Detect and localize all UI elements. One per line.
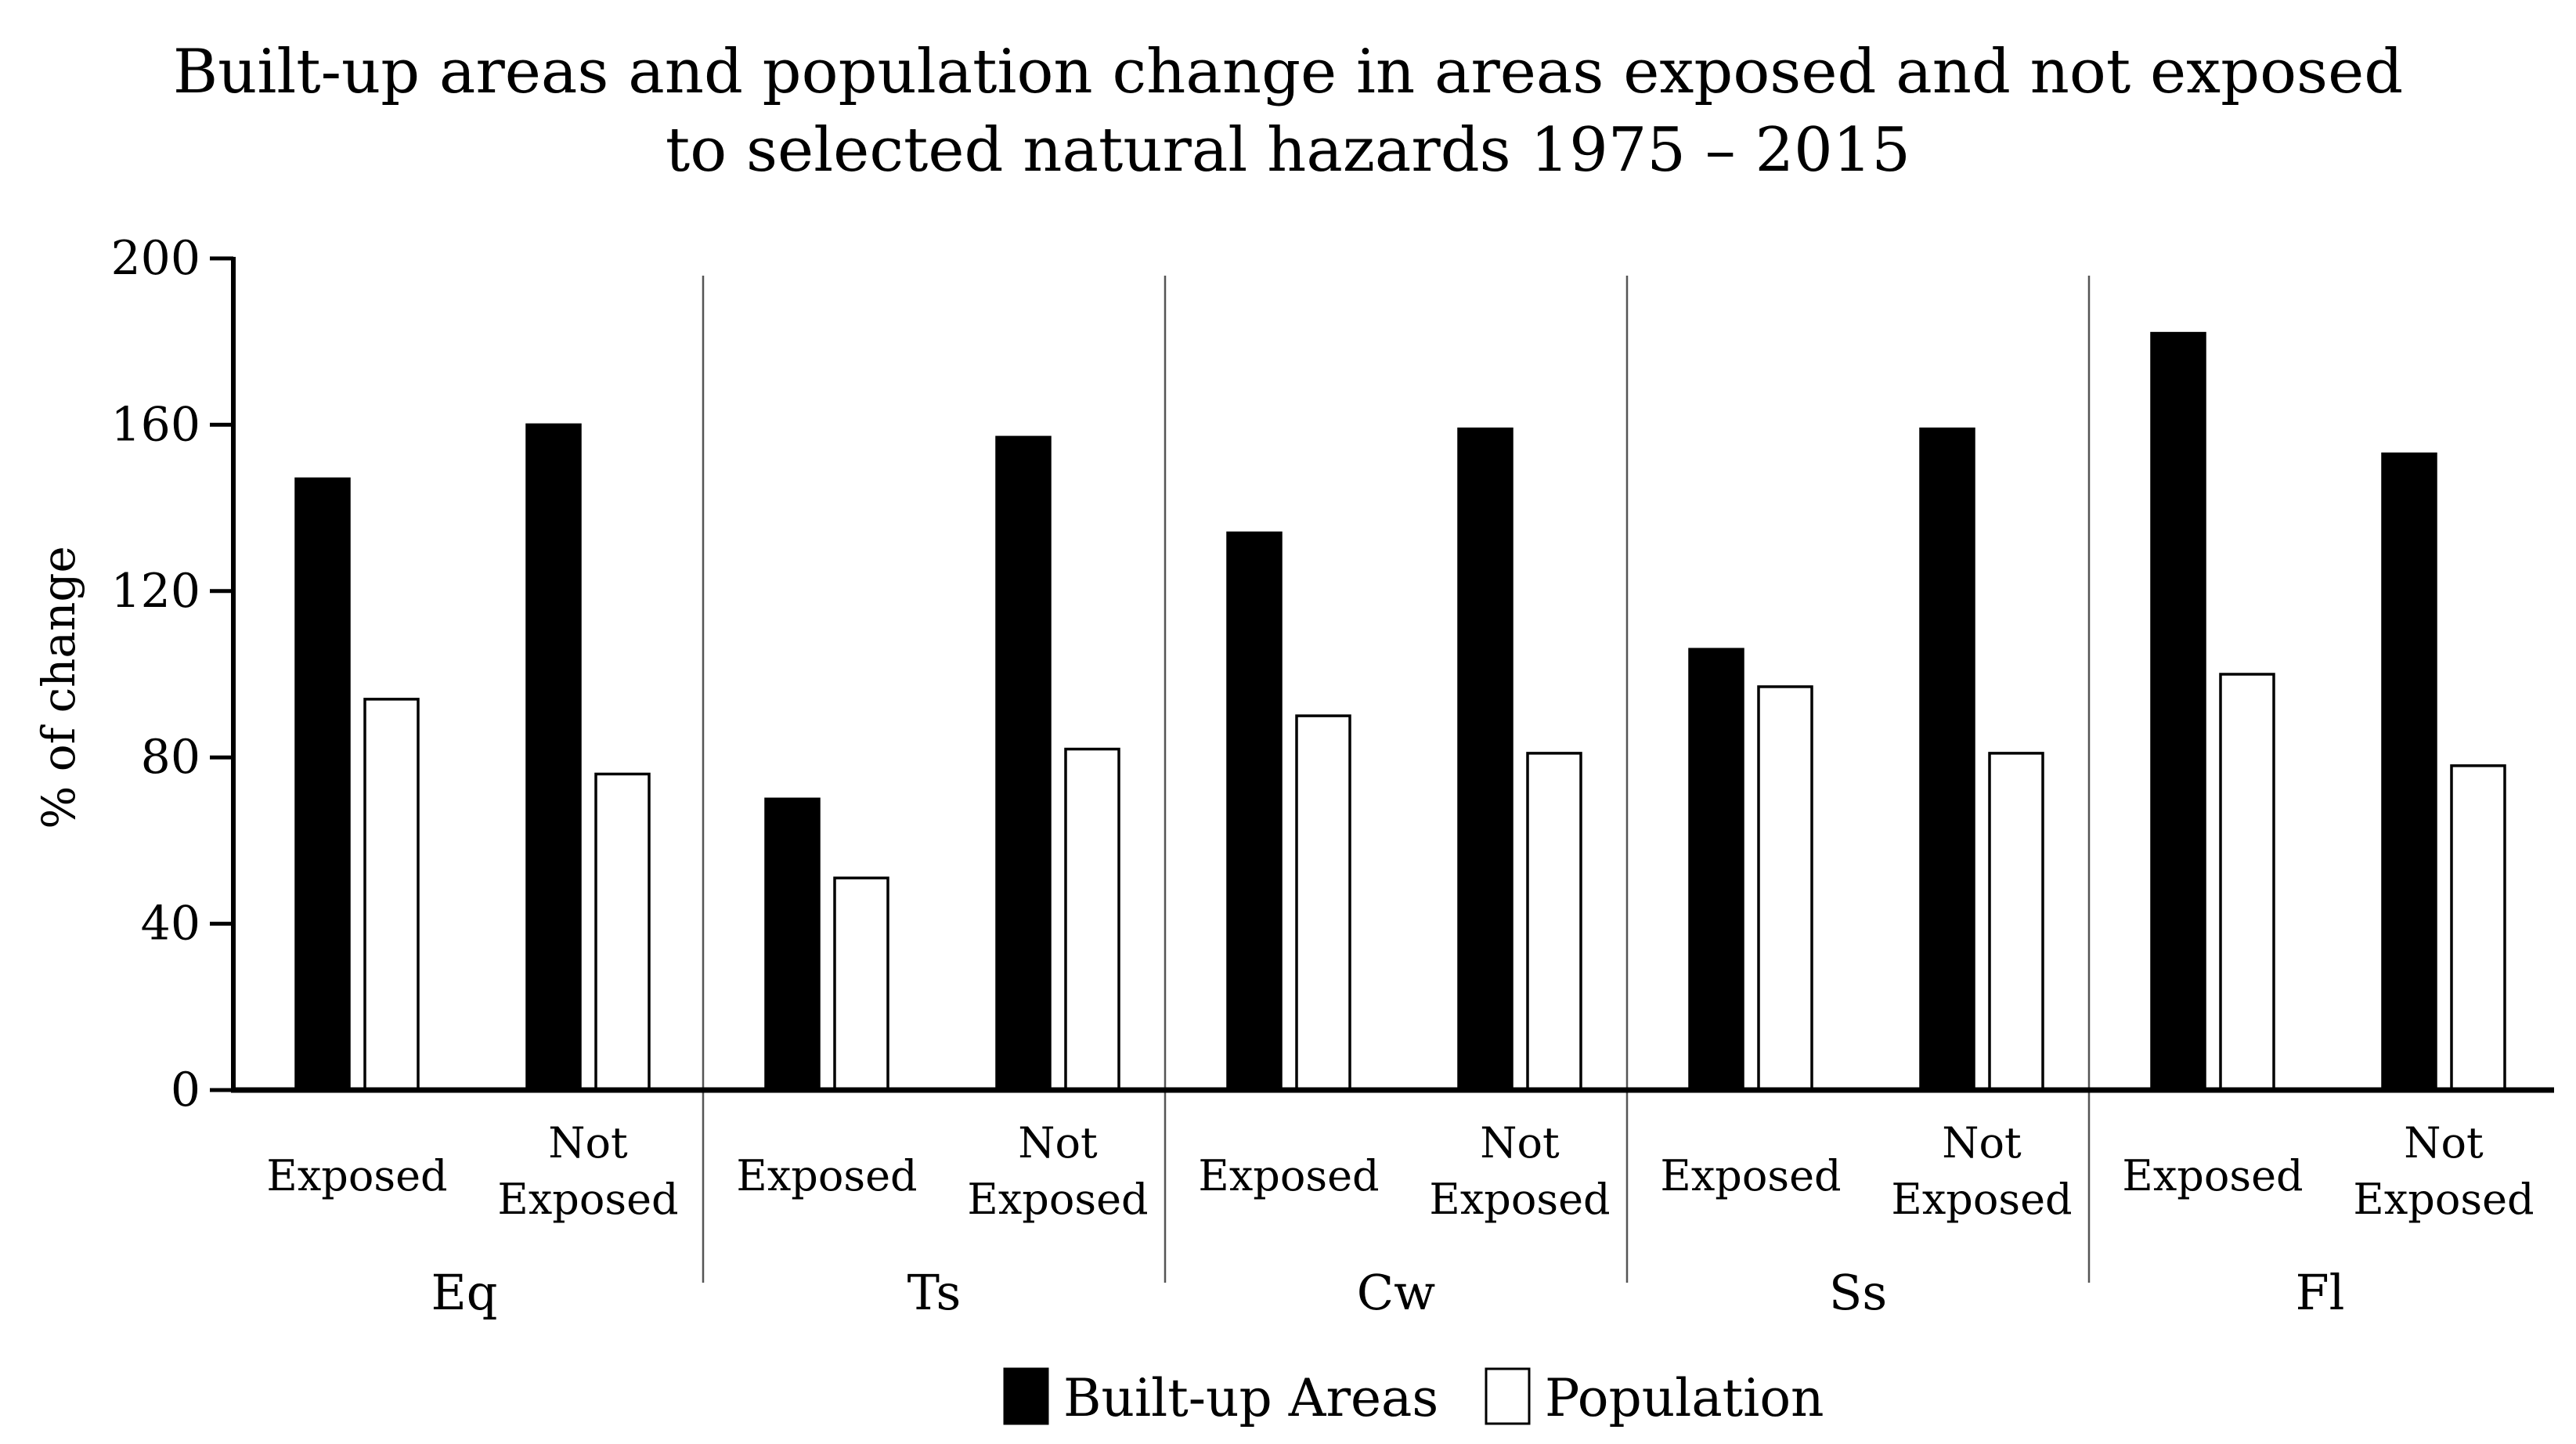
bar-population — [1295, 714, 1351, 1092]
legend-label-built-up: Built-up Areas — [1063, 1368, 1438, 1428]
bar-built-up — [525, 423, 582, 1092]
subcategory-label: Not — [1942, 1118, 2022, 1168]
chart-title-line-1: Built-up areas and population change in … — [173, 37, 2403, 107]
bar-population — [2219, 673, 2275, 1092]
subcategory-label: Exposed — [497, 1175, 678, 1224]
legend: Built-up Areas Population — [1003, 1367, 1824, 1428]
bar-population — [833, 876, 889, 1092]
bar-built-up — [1457, 427, 1513, 1092]
legend-label-population: Population — [1545, 1368, 1824, 1428]
subcategory-label: Exposed — [266, 1151, 447, 1200]
bar-population — [594, 772, 651, 1092]
subcategory-label: Exposed — [1198, 1151, 1379, 1200]
subcategory-label: Not — [1480, 1118, 1560, 1168]
bar-population — [363, 698, 420, 1092]
bar-built-up — [294, 477, 351, 1092]
bar-built-up — [1226, 531, 1283, 1092]
subcategory-label: Exposed — [2353, 1175, 2534, 1224]
bar-built-up — [1919, 427, 1975, 1092]
y-tick-label: 160 — [110, 397, 200, 452]
subcategory-label: Exposed — [967, 1175, 1148, 1224]
bar-population — [1064, 747, 1120, 1092]
chart-title: Built-up areas and population change in … — [173, 37, 2403, 186]
bar-population — [2450, 764, 2506, 1092]
group-label: Cw — [1357, 1264, 1436, 1321]
legend-swatch-population — [1485, 1367, 1531, 1425]
subcategory-label: Exposed — [1429, 1175, 1610, 1224]
subcategory-label: Not — [548, 1118, 628, 1168]
y-tick-label: 40 — [141, 897, 200, 951]
subcategory-label: Not — [2404, 1118, 2484, 1168]
bar-population — [1526, 752, 1582, 1092]
bar-built-up — [2150, 331, 2206, 1092]
chart-title-line-2: to selected natural hazards 1975 – 2015 — [666, 115, 1910, 186]
y-tick-label: 200 — [110, 231, 200, 286]
bar-built-up — [995, 435, 1052, 1092]
bar-built-up — [1688, 648, 1744, 1092]
subcategory-label: Exposed — [736, 1151, 917, 1200]
group-label: Ts — [907, 1264, 961, 1321]
plot-area: 0 40 80 120 160 200 Exposed Not Exposed Eq Exposed… — [110, 231, 2554, 1321]
bar-population — [1757, 685, 1813, 1092]
subcategory-label: Exposed — [1891, 1175, 2072, 1224]
group-label: Ss — [1829, 1264, 1887, 1321]
group-label: Fl — [2296, 1264, 2345, 1321]
bar-population — [1988, 752, 2044, 1092]
legend-swatch-built-up — [1003, 1367, 1049, 1425]
subcategory-label: Exposed — [2122, 1151, 2303, 1200]
y-tick-label: 80 — [141, 730, 200, 785]
y-axis-title: % of change — [32, 546, 85, 829]
bar-built-up — [764, 797, 821, 1092]
y-tick-label: 0 — [171, 1063, 200, 1117]
y-tick-label: 120 — [110, 564, 200, 619]
bar-built-up — [2381, 452, 2437, 1092]
group-label: Eq — [431, 1264, 498, 1321]
subcategory-label: Not — [1018, 1118, 1098, 1168]
subcategory-label: Exposed — [1660, 1151, 1841, 1200]
